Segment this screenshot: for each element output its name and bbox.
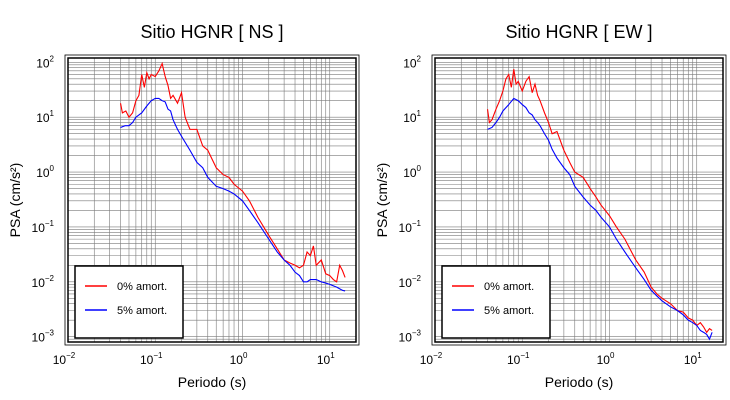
- y-tick-label: 10−3: [32, 329, 55, 345]
- y-tick-label: 10−1: [32, 219, 55, 235]
- grid: [67, 58, 357, 343]
- legend-label: 5% amort.: [484, 305, 534, 317]
- chart-title: Sitio HGNR [ EW ]: [505, 22, 652, 42]
- chart-panel-2: Sitio HGNR [ EW ] 10−2 10−1 100 101 10−3 10−2 1…: [374, 22, 727, 390]
- plot-frame: [434, 57, 724, 343]
- y-axis-label: PSA (cm/s²): [7, 163, 23, 238]
- x-tick-label: 100: [597, 351, 615, 367]
- y-tick-label: 10−3: [399, 329, 422, 345]
- x-axis-label: Periodo (s): [545, 374, 613, 390]
- chart-title: Sitio HGNR [ NS ]: [140, 22, 283, 42]
- y-tick-label: 101: [403, 109, 421, 125]
- y-axis-label: PSA (cm/s²): [374, 163, 390, 238]
- x-tick-label: 10−2: [53, 351, 76, 367]
- legend-label: 0% amort.: [117, 281, 167, 293]
- y-tick-label: 102: [403, 54, 421, 70]
- y-tick-label: 10−2: [399, 274, 422, 290]
- series-line-red: [119, 61, 346, 283]
- legend-label: 5% amort.: [117, 305, 167, 317]
- plot-frame-outer: [431, 54, 727, 346]
- series-line-blue: [120, 97, 346, 292]
- legend: 0% amort. 5% amort.: [441, 265, 551, 339]
- x-tick-label: 101: [317, 351, 335, 367]
- y-tick-label: 10−1: [399, 219, 422, 235]
- series-line-blue: [487, 97, 713, 341]
- y-tick-label: 100: [36, 164, 54, 180]
- y-tick-label: 10−2: [32, 274, 55, 290]
- legend: 0% amort. 5% amort.: [74, 265, 184, 339]
- chart-panel-1: Sitio HGNR [ NS ] 10−2 10−1 100 101 10−3 10−2 1…: [7, 22, 360, 390]
- x-axis-label: Periodo (s): [178, 374, 246, 390]
- x-tick-label: 101: [684, 351, 702, 367]
- y-tick-label: 102: [36, 54, 54, 70]
- legend-box: [74, 265, 184, 339]
- x-tick-label: 10−1: [140, 351, 163, 367]
- y-tick-label: 101: [36, 109, 54, 125]
- x-tick-label: 100: [230, 351, 248, 367]
- x-tick-label: 10−1: [507, 351, 530, 367]
- series-line-red: [486, 69, 713, 334]
- legend-box: [441, 265, 551, 339]
- plot-frame-outer: [64, 54, 360, 346]
- y-tick-label: 100: [403, 164, 421, 180]
- plot-frame: [67, 57, 357, 343]
- legend-label: 0% amort.: [484, 281, 534, 293]
- x-tick-label: 10−2: [420, 351, 443, 367]
